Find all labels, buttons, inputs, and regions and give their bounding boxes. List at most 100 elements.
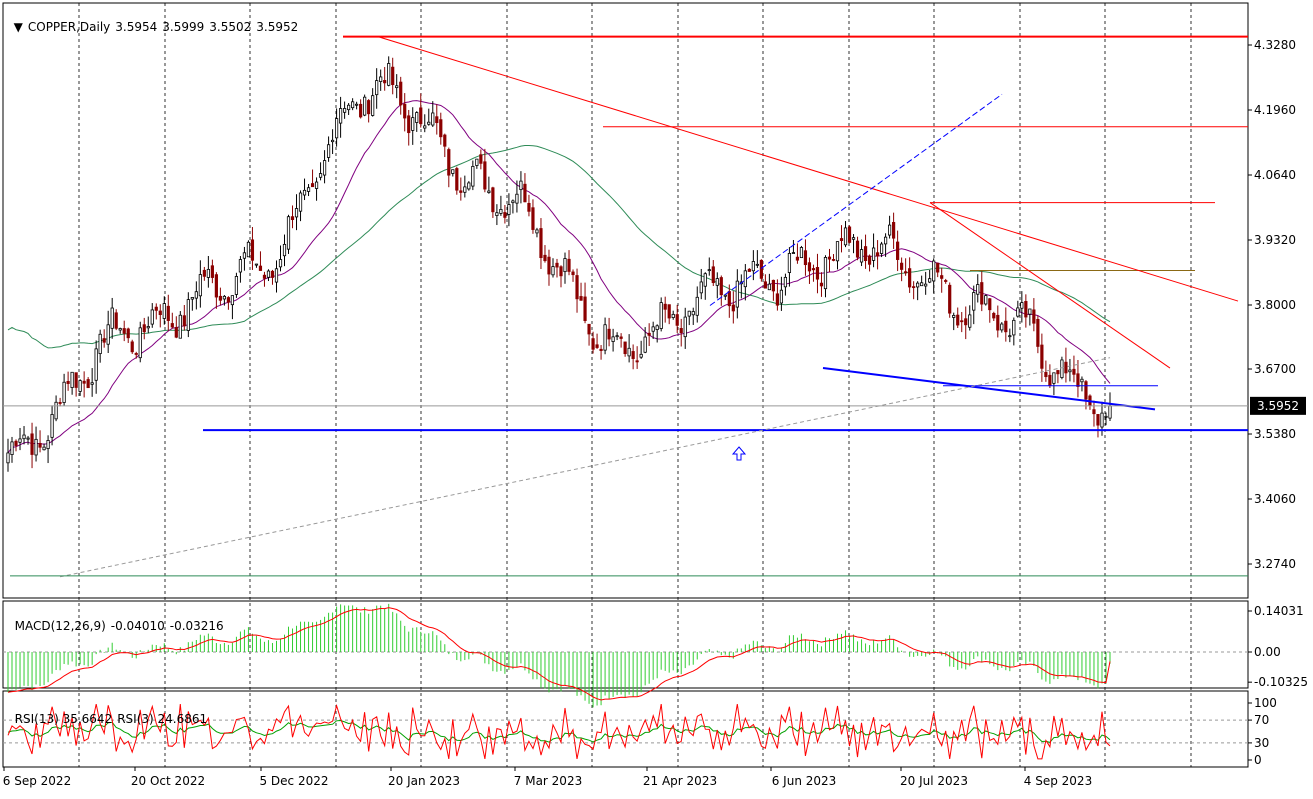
candle-body-136 <box>551 266 555 276</box>
candle-body-58 <box>238 259 243 273</box>
symbol-label: COPPER,Daily <box>27 20 111 34</box>
candle-body-67 <box>274 268 279 283</box>
candle-body-127 <box>515 193 519 204</box>
candle-body-88 <box>359 103 363 118</box>
candle-body-74 <box>302 189 307 196</box>
candle-body-152 <box>615 335 619 338</box>
candle-body-131 <box>531 207 535 230</box>
candle-body-161 <box>651 326 655 332</box>
candle-body-35 <box>146 326 150 329</box>
candle-body-3 <box>18 438 22 443</box>
candle-body-122 <box>495 212 499 216</box>
candle-body-105 <box>427 121 431 125</box>
candle-body-101 <box>411 117 415 131</box>
candle-body-124 <box>503 212 507 218</box>
candle-body-268 <box>1080 378 1084 383</box>
macd-info: MACD(12,26,9) -0.04010 -0.03216 <box>7 605 229 633</box>
candle-body-180 <box>727 291 731 307</box>
candle-body-141 <box>571 271 575 276</box>
candle-body-160 <box>647 332 651 336</box>
candle-body-246 <box>992 312 996 319</box>
rsi3-label: RSI(3) 24.6861 <box>117 712 208 726</box>
price-tick-3: 3.9320 <box>1254 233 1296 247</box>
candle-body-65 <box>266 270 271 278</box>
moving-average-long <box>7 145 1111 349</box>
candle-body-178 <box>719 277 723 296</box>
candle-body-48 <box>198 274 202 297</box>
candle-body-111 <box>451 169 455 174</box>
candle-body-17 <box>74 372 78 388</box>
price-tick-4: 3.8000 <box>1254 298 1296 312</box>
main-pane-frame <box>2 2 1249 599</box>
candle-body-157 <box>635 360 639 363</box>
candle-body-212 <box>855 240 860 258</box>
candle-body-143 <box>579 296 583 301</box>
candle-body-84 <box>343 108 347 113</box>
candle-body-132 <box>535 229 539 234</box>
candle-body-198 <box>799 247 804 259</box>
candle-body-230 <box>928 278 932 283</box>
collapse-triangle-icon[interactable]: ▼ <box>13 20 23 34</box>
candle-body-149 <box>603 324 607 351</box>
candle-body-66 <box>270 270 275 278</box>
candle-body-179 <box>723 294 727 297</box>
candle-body-55 <box>226 297 230 303</box>
candle-body-155 <box>627 347 631 357</box>
current-price-box <box>1250 396 1306 415</box>
macd-value-2: -0.03216 <box>169 619 224 633</box>
descending-trendline-2 <box>929 202 1171 369</box>
candle-body-236 <box>952 314 956 318</box>
candle-body-120 <box>487 190 491 193</box>
candle-body-25 <box>106 324 110 345</box>
candle-body-93 <box>379 76 383 82</box>
candle-body-8 <box>38 443 42 448</box>
macd-tick-2: -0.10325 <box>1254 675 1308 689</box>
candle-body-45 <box>186 299 190 331</box>
candle-body-112 <box>455 168 459 191</box>
candle-body-54 <box>222 295 226 300</box>
candle-body-267 <box>1076 373 1080 387</box>
candle-body-227 <box>916 282 920 288</box>
candle-body-156 <box>631 351 635 359</box>
candle-body-123 <box>499 209 503 214</box>
candle-body-52 <box>214 274 218 298</box>
candle-body-240 <box>968 314 972 328</box>
rsi-info: RSI(13) 35.6642 RSI(3) 24.6861 <box>7 698 212 726</box>
rsi-pane <box>3 703 1248 760</box>
rsi-tick-0: 100 <box>1254 696 1277 710</box>
macd-label: MACD(12,26,9) <box>14 619 106 633</box>
candle-body-27 <box>114 312 118 329</box>
candle-body-260 <box>1048 374 1052 386</box>
time-label-0: 6 Sep 2022 <box>3 774 71 788</box>
candle-body-106 <box>431 112 435 126</box>
candle-body-204 <box>823 257 828 290</box>
candle-body-256 <box>1032 309 1036 324</box>
candle-body-108 <box>439 119 443 138</box>
rsi-tick-1: 70 <box>1254 713 1269 727</box>
candle-body-192 <box>775 293 779 306</box>
candle-body-139 <box>563 258 567 273</box>
candle-body-174 <box>703 273 707 287</box>
candle-body-244 <box>984 295 988 305</box>
time-label-4: 7 Mar 2023 <box>514 774 582 788</box>
price-tick-6: 3.5380 <box>1254 427 1296 441</box>
candle-body-98 <box>399 81 403 106</box>
candle-body-114 <box>463 186 467 193</box>
candle-body-213 <box>859 249 864 263</box>
candle-body-44 <box>182 315 186 327</box>
candle-body-100 <box>407 115 411 134</box>
descending-trendline-1 <box>377 36 1239 302</box>
candle-body-24 <box>102 338 106 343</box>
candle-body-115 <box>467 182 471 190</box>
candle-body-207 <box>835 241 840 262</box>
candle-body-182 <box>735 280 739 308</box>
candle-body-53 <box>218 295 222 301</box>
candle-body-113 <box>459 190 463 193</box>
candle-body-33 <box>138 327 142 359</box>
candle-body-239 <box>964 318 968 326</box>
price-tick-5: 3.6700 <box>1254 362 1296 376</box>
candle-body-2 <box>14 440 18 446</box>
dashed-channel-line <box>709 93 1003 306</box>
candle-body-259 <box>1044 372 1048 378</box>
